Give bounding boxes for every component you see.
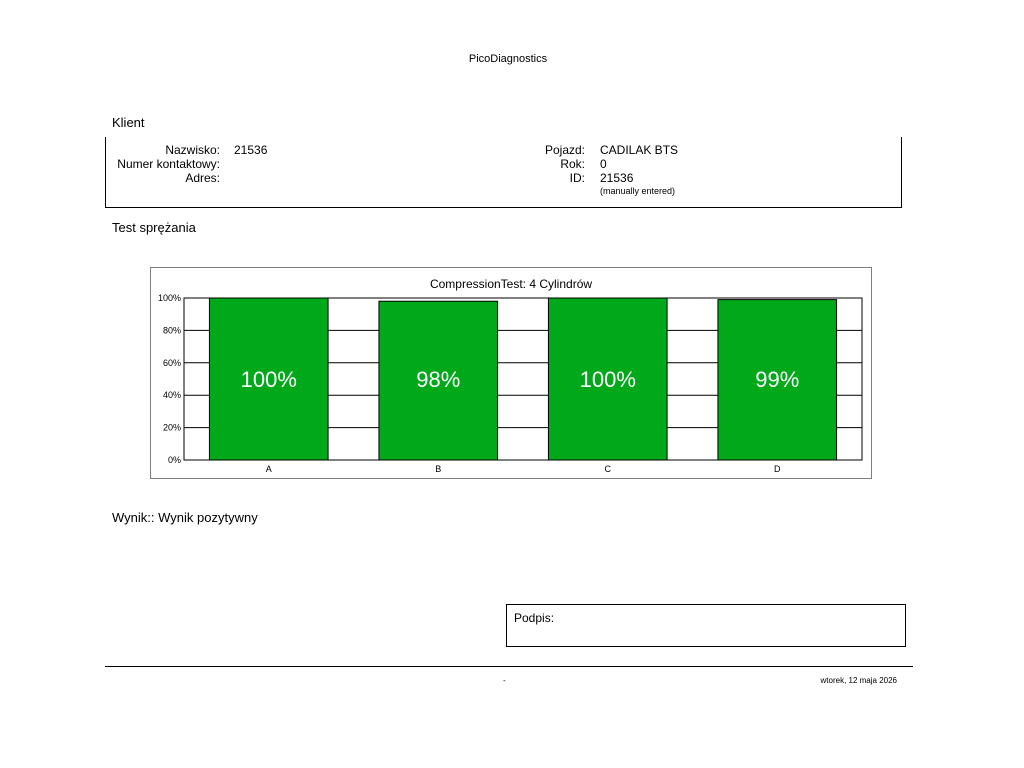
result-value: Wynik pozytywny xyxy=(158,510,258,525)
x-tick-label: C xyxy=(605,464,612,474)
footer-date: wtorek, 12 maja 2026 xyxy=(820,676,898,685)
year-value: 0 xyxy=(600,157,607,171)
y-tick-label: 80% xyxy=(163,325,181,335)
contact-label: Numer kontaktowy: xyxy=(117,157,220,171)
vehicle-value: CADILAK BTS xyxy=(600,143,679,157)
id-note: (manually entered) xyxy=(600,186,676,196)
x-tick-label: B xyxy=(435,464,441,474)
address-label: Adres: xyxy=(185,171,220,185)
bar-value-label: 100% xyxy=(241,367,297,392)
test-section-title: Test sprężania xyxy=(112,220,196,235)
y-tick-label: 60% xyxy=(163,358,181,368)
chart-plot: 0% 20% 40% 60% 80% 100% 100% A 98% B 100% C 99% D xyxy=(158,293,863,474)
id-label: ID: xyxy=(569,171,585,185)
x-tick-label: D xyxy=(774,464,781,474)
bar-b xyxy=(378,300,499,461)
client-section-title: Klient xyxy=(112,115,145,130)
signature-label: Podpis: xyxy=(514,611,555,625)
x-tick-label: A xyxy=(266,464,272,474)
bar-value-label: 100% xyxy=(580,367,636,392)
vehicle-label: Pojazd: xyxy=(544,143,585,157)
app-title: PicoDiagnostics xyxy=(468,53,548,65)
bar-a xyxy=(208,297,329,461)
footer-center-text: - xyxy=(503,676,506,685)
result-line: Wynik:: Wynik pozytywny xyxy=(112,510,258,525)
bar-value-label: 99% xyxy=(755,367,799,392)
bar-c xyxy=(547,297,668,461)
client-info-box xyxy=(105,137,902,208)
y-tick-label: 40% xyxy=(163,390,181,400)
chart-title: CompressionTest: 4 Cylindrów xyxy=(429,277,593,291)
surname-label: Nazwisko: xyxy=(165,143,220,157)
y-tick-label: 20% xyxy=(163,423,181,433)
surname-value: 21536 xyxy=(234,143,268,157)
bar-value-label: 98% xyxy=(416,367,460,392)
bar-d xyxy=(717,299,838,461)
year-label: Rok: xyxy=(560,157,585,171)
compression-chart: CompressionTest: 4 Cylindrów 0% 20% 40% 60%… xyxy=(150,267,872,479)
y-tick-label: 100% xyxy=(158,293,181,303)
y-tick-label: 0% xyxy=(168,455,181,465)
footer-divider xyxy=(105,666,913,667)
result-label: Wynik:: xyxy=(112,510,155,525)
signature-box: Podpis: xyxy=(506,604,906,647)
id-value: 21536 xyxy=(600,171,634,185)
